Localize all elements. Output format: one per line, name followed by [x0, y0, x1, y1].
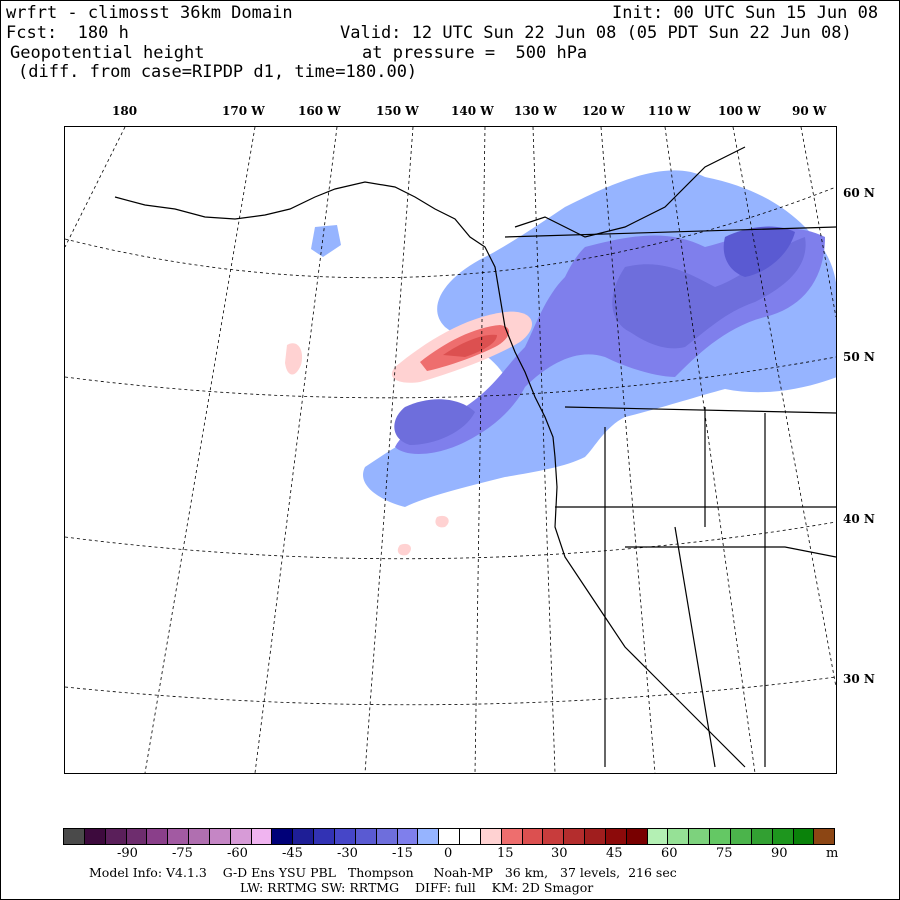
colorbar-swatch	[84, 829, 106, 844]
map-svg	[65, 127, 836, 773]
colorbar-swatch	[189, 829, 210, 844]
coastlines	[114, 146, 836, 768]
colorbar-swatch	[814, 829, 835, 844]
cbar-label: -15	[392, 846, 413, 861]
colorbar-swatch	[126, 829, 148, 844]
colorbar-swatch	[772, 829, 794, 844]
colorbar-swatch	[105, 829, 127, 844]
cbar-unit: m	[826, 846, 839, 861]
map-panel	[64, 126, 837, 774]
lat-label-30n: 30 N	[843, 672, 875, 686]
lat-label-60n: 60 N	[843, 186, 875, 200]
lon-label-170w: 170 W	[222, 104, 265, 118]
colorbar-swatch	[314, 829, 335, 844]
colorbar-swatch	[376, 829, 398, 844]
cbar-label: -75	[172, 846, 193, 861]
lon-label-130w: 130 W	[514, 104, 557, 118]
cbar-label: -45	[282, 846, 303, 861]
cbar-label: -90	[117, 846, 138, 861]
colorbar-swatch	[710, 829, 731, 844]
forecast-hour: Fcst: 180 h	[6, 23, 129, 43]
field-name: Geopotential height	[10, 43, 205, 63]
colorbar-swatch	[64, 829, 85, 844]
colorbar-swatch	[293, 829, 315, 844]
init-time: Init: 00 UTC Sun 15 Jun 08	[612, 3, 879, 23]
colorbar-swatch	[731, 829, 752, 844]
physics-info: LW: RRTMG SW: RRTMG DIFF: full KM: 2D Sm…	[240, 880, 594, 895]
height-diff-shading	[285, 170, 836, 556]
colorbar-swatch	[418, 829, 440, 844]
colorbar-swatch	[543, 829, 565, 844]
lon-label-100w: 100 W	[718, 104, 761, 118]
cbar-label: 0	[444, 846, 453, 861]
diff-note: (diff. from case=RIPDP d1, time=180.00)	[18, 62, 418, 82]
colorbar-swatch	[585, 829, 606, 844]
colorbar-swatch	[147, 829, 169, 844]
colorbar-swatch	[460, 829, 481, 844]
colorbar-swatch	[793, 829, 815, 844]
colorbar-swatch	[501, 829, 523, 844]
valid-time: Valid: 12 UTC Sun 22 Jun 08 (05 PDT Sun …	[340, 23, 852, 43]
colorbar-swatch	[751, 829, 773, 844]
title-domain: wrfrt - climosst 36km Domain	[6, 3, 293, 23]
colorbar-swatch	[668, 829, 690, 844]
colorbar-swatch	[230, 829, 252, 844]
lon-label-110w: 110 W	[648, 104, 691, 118]
colorbar	[63, 828, 835, 845]
lon-label-150w: 150 W	[376, 104, 419, 118]
colorbar-swatch	[251, 829, 273, 844]
colorbar-swatch	[168, 829, 190, 844]
cbar-label: 30	[551, 846, 568, 861]
cbar-label: 15	[497, 846, 514, 861]
colorbar-swatch	[647, 829, 669, 844]
colorbar-swatch	[522, 829, 544, 844]
colorbar-swatch	[355, 829, 377, 844]
colorbar-swatch	[439, 829, 461, 844]
colorbar-swatch	[480, 829, 502, 844]
colorbar-swatch	[626, 829, 648, 844]
colorbar-swatch	[272, 829, 294, 844]
lon-label-160w: 160 W	[298, 104, 341, 118]
colorbar-swatch	[689, 829, 711, 844]
cbar-label: -30	[337, 846, 358, 861]
graticule	[65, 127, 836, 773]
cbar-label: 75	[716, 846, 733, 861]
model-info: Model Info: V4.1.3 G-D Ens YSU PBL Thomp…	[89, 865, 677, 880]
lon-label-180: 180	[112, 104, 138, 118]
lat-label-50n: 50 N	[843, 350, 875, 364]
lat-label-40n: 40 N	[843, 512, 875, 526]
pressure-level: at pressure = 500 hPa	[362, 43, 588, 63]
colorbar-swatch	[605, 829, 627, 844]
lon-label-90w: 90 W	[792, 104, 827, 118]
cbar-label: 45	[606, 846, 623, 861]
lon-label-120w: 120 W	[582, 104, 625, 118]
colorbar-swatch	[397, 829, 419, 844]
colorbar-swatch	[334, 829, 356, 844]
colorbar-swatch	[564, 829, 586, 844]
colorbar-swatch	[209, 829, 231, 844]
cbar-label: 90	[771, 846, 788, 861]
cbar-label: 60	[661, 846, 678, 861]
lon-label-140w: 140 W	[451, 104, 494, 118]
cbar-label: -60	[227, 846, 248, 861]
